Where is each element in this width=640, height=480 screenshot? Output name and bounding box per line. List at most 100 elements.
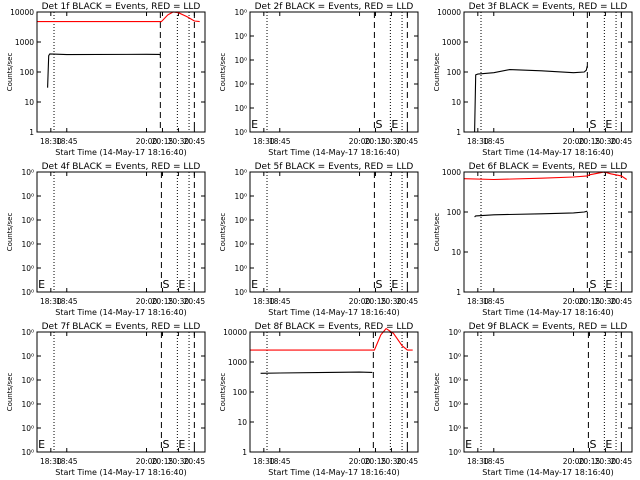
x-tick-label: 20:45 [397, 297, 419, 306]
marker-e: E [465, 438, 472, 451]
events-series-line [474, 210, 588, 218]
panel-title: Det 6f BLACK = Events, RED = LLD [469, 162, 628, 172]
x-tick-label: 20:45 [184, 297, 206, 306]
y-tick-label: 10000 [437, 8, 461, 17]
lld-series-line [37, 11, 200, 23]
marker-s: S [589, 438, 596, 451]
x-tick-label: 18:30 [253, 137, 275, 146]
x-tick-label: 20:00 [349, 457, 371, 466]
marker-e: E [251, 278, 258, 291]
x-tick-label: 20:15 [365, 137, 387, 146]
panel-title: Det 8f BLACK = Events, RED = LLD [255, 322, 414, 332]
plot-frame [463, 331, 633, 453]
y-tick-label: 10⁰ [448, 448, 461, 457]
x-tick-label: 18:30 [40, 137, 62, 146]
y-axis-label: Counts/sec [219, 373, 227, 412]
y-tick-label: 100 [233, 388, 248, 397]
plot-frame [36, 171, 206, 293]
plot-frame [249, 171, 419, 293]
panel-1: Det 1f BLACK = Events, RED = LLD Start Ti… [6, 2, 206, 157]
y-tick-label: 10⁰ [234, 216, 247, 225]
y-tick-label: 10⁰ [21, 424, 34, 433]
panel-title: Det 2f BLACK = Events, RED = LLD [255, 2, 414, 12]
y-tick-label: 10⁰ [448, 376, 461, 385]
marker-s: S [375, 118, 382, 131]
panel-title: Det 4f BLACK = Events, RED = LLD [42, 162, 201, 172]
y-tick-label: 10 [237, 418, 247, 427]
x-tick-label: 20:45 [184, 457, 206, 466]
panel-2: Det 2f BLACK = Events, RED = LLD Start Ti… [219, 2, 419, 157]
y-tick-label: 10⁰ [448, 328, 461, 337]
y-tick-label: 100 [447, 68, 462, 77]
x-tick-label: 20:15 [579, 137, 601, 146]
panel-6: Det 6f BLACK = Events, RED = LLD Start Ti… [433, 162, 633, 317]
marker-s: S [375, 278, 382, 291]
y-tick-label: 1 [29, 128, 34, 137]
y-tick-label: 10⁰ [21, 448, 34, 457]
x-tick-label: 18:30 [467, 457, 489, 466]
y-tick-label: 10⁰ [234, 80, 247, 89]
y-tick-label: 1000 [228, 358, 247, 367]
x-tick-label: 20:00 [349, 297, 371, 306]
panel-title: Det 3f BLACK = Events, RED = LLD [469, 2, 628, 12]
events-series-line [474, 65, 588, 133]
x-tick-label: 20:00 [136, 137, 158, 146]
x-tick-label: 20:30 [381, 137, 403, 146]
x-axis-label: Start Time (14-May-17 18:16:40) [268, 308, 399, 317]
marker-e: E [38, 278, 45, 291]
y-axis-label: Counts/sec [219, 213, 227, 252]
y-tick-label: 1000 [15, 38, 34, 47]
x-axis-label: Start Time (14-May-17 18:16:40) [482, 148, 613, 157]
y-tick-label: 1 [242, 448, 247, 457]
y-tick-label: 1 [456, 128, 461, 137]
plot-frame [249, 331, 419, 453]
x-tick-label: 18:45 [269, 137, 291, 146]
marker-e: E [605, 278, 612, 291]
marker-e: E [605, 118, 612, 131]
marker-e: E [178, 278, 185, 291]
x-tick-label: 20:00 [349, 137, 371, 146]
y-tick-label: 100 [447, 208, 462, 217]
marker-e: E [251, 118, 258, 131]
y-tick-label: 10⁰ [234, 264, 247, 273]
y-tick-label: 10⁰ [21, 264, 34, 273]
x-tick-label: 20:00 [563, 297, 585, 306]
panel-5: Det 5f BLACK = Events, RED = LLD Start Ti… [219, 162, 419, 317]
events-series-line [260, 371, 373, 374]
marker-e: E [178, 438, 185, 451]
panel-7: Det 7f BLACK = Events, RED = LLD Start Ti… [6, 322, 206, 477]
x-tick-label: 20:45 [397, 457, 419, 466]
x-tick-label: 20:15 [152, 137, 174, 146]
x-tick-label: 20:15 [579, 297, 601, 306]
marker-e: E [391, 278, 398, 291]
x-tick-label: 20:30 [381, 457, 403, 466]
x-tick-label: 20:30 [595, 297, 617, 306]
marker-e: E [38, 438, 45, 451]
y-tick-label: 10⁰ [21, 192, 34, 201]
x-tick-label: 20:30 [595, 137, 617, 146]
x-axis-label: Start Time (14-May-17 18:16:40) [268, 148, 399, 157]
x-tick-label: 18:45 [483, 137, 505, 146]
x-tick-label: 20:00 [136, 457, 158, 466]
x-tick-label: 18:45 [56, 137, 78, 146]
x-tick-label: 20:00 [136, 297, 158, 306]
y-axis-label: Counts/sec [219, 53, 227, 92]
x-tick-label: 20:45 [397, 137, 419, 146]
x-tick-label: 18:30 [467, 297, 489, 306]
x-tick-label: 20:45 [611, 137, 633, 146]
x-axis-label: Start Time (14-May-17 18:16:40) [55, 308, 186, 317]
x-axis-label: Start Time (14-May-17 18:16:40) [55, 148, 186, 157]
marker-s: S [589, 118, 596, 131]
y-tick-label: 10⁰ [21, 328, 34, 337]
panel-8: Det 8f BLACK = Events, RED = LLD Start Ti… [219, 322, 419, 477]
x-tick-label: 20:30 [168, 137, 190, 146]
x-tick-label: 18:45 [56, 457, 78, 466]
events-series-line [47, 53, 161, 88]
y-tick-label: 10⁰ [234, 8, 247, 17]
plot-frame [36, 331, 206, 453]
x-axis-label: Start Time (14-May-17 18:16:40) [55, 468, 186, 477]
y-tick-label: 10 [24, 98, 34, 107]
y-axis-label: Counts/sec [433, 373, 441, 412]
y-tick-label: 10⁰ [234, 128, 247, 137]
